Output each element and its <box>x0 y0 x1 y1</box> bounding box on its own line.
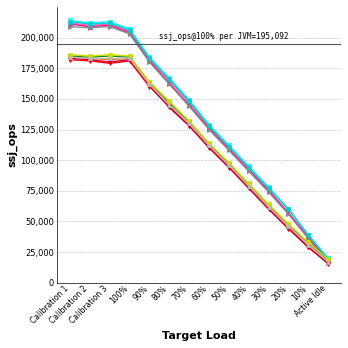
Y-axis label: ssj_ops: ssj_ops <box>7 122 17 167</box>
Text: ssj_ops@100% per JVM=195,092: ssj_ops@100% per JVM=195,092 <box>159 32 289 40</box>
X-axis label: Target Load: Target Load <box>162 331 236 341</box>
